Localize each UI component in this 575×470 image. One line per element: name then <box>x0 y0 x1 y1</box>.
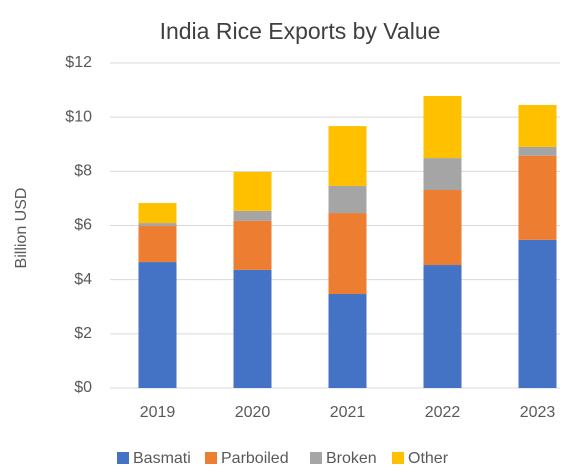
x-tick-label: 2022 <box>425 404 461 421</box>
bar-segment <box>328 294 367 388</box>
legend-swatch <box>392 452 404 464</box>
x-tick-label: 2020 <box>235 404 271 421</box>
bar-segment <box>138 226 177 263</box>
y-tick-label: $0 <box>74 379 92 396</box>
bar-segment <box>233 220 272 270</box>
x-tick-label: 2019 <box>140 404 176 421</box>
bar-segment <box>423 265 462 388</box>
y-tick-label: $6 <box>74 217 92 234</box>
bar-segment <box>328 213 367 295</box>
y-tick-label: $10 <box>65 108 92 125</box>
bar-segment <box>233 210 272 221</box>
bar-segment <box>233 171 272 211</box>
legend-swatch <box>205 452 217 464</box>
y-tick-label: $4 <box>74 271 92 288</box>
y-tick-label: $12 <box>65 54 92 71</box>
bar-segment <box>138 223 177 227</box>
bar-segment <box>518 155 557 240</box>
bar-segment <box>423 158 462 191</box>
bar-segment <box>328 185 367 214</box>
y-tick-label: $8 <box>74 163 92 180</box>
chart-title: India Rice Exports by Value <box>160 18 441 44</box>
bar-segment <box>138 262 177 388</box>
bar-segment <box>423 96 462 159</box>
x-tick-label: 2021 <box>330 404 366 421</box>
y-axis-label: Billion USD <box>13 188 30 269</box>
x-tick-label: 2023 <box>520 404 556 421</box>
legend-label: Other <box>408 450 449 467</box>
bar-segment <box>423 190 462 266</box>
y-tick-label: $2 <box>74 325 92 342</box>
bar-segment <box>518 239 557 388</box>
legend-label: Broken <box>326 450 377 467</box>
legend-label: Parboiled <box>221 450 289 467</box>
legend-swatch <box>117 452 129 464</box>
bar-segment <box>518 104 557 147</box>
bar-segment <box>233 269 272 388</box>
bar-segment <box>518 146 557 156</box>
legend-label: Basmati <box>133 450 191 467</box>
legend-swatch <box>310 452 322 464</box>
bar-segment <box>138 203 177 224</box>
bar-segment <box>328 126 367 186</box>
